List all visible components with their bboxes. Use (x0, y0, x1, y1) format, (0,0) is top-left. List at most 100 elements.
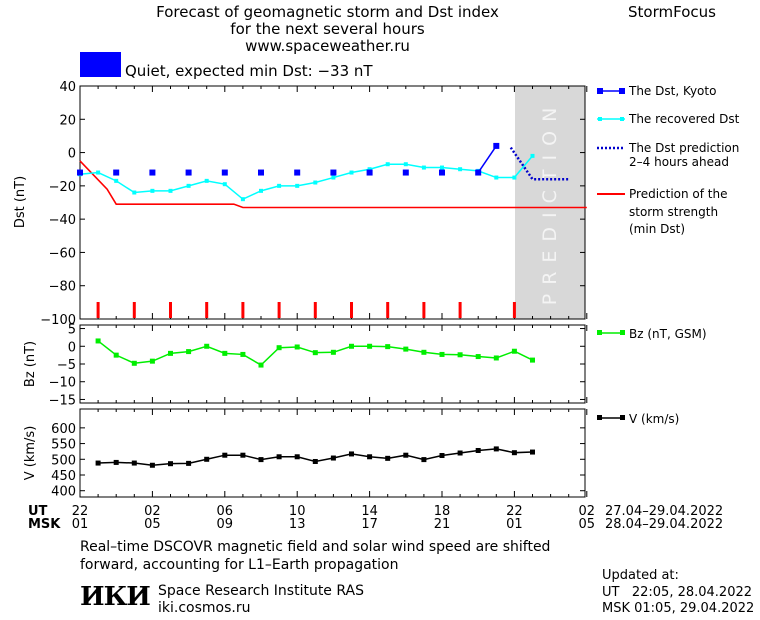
y-tick-label: 400 (51, 485, 76, 500)
speed-point (475, 447, 481, 453)
speed-panel-frame (79, 408, 586, 498)
bz-point (349, 343, 354, 349)
msk-tick-label: 17 (361, 517, 378, 532)
bz-panel-frame (79, 324, 586, 404)
recovered-dst-point (331, 175, 336, 180)
speed-point (403, 452, 409, 458)
kyoto-dst-point (493, 142, 500, 149)
bz-point (530, 357, 535, 363)
footer-note-line2: forward, accounting for L1–Earth propaga… (80, 557, 399, 573)
bz-axis-title: Bz (nT) (23, 341, 38, 387)
ut-label: UT (28, 504, 48, 519)
bz-point (421, 349, 427, 355)
y-tick-label: 450 (51, 469, 76, 484)
chart-title-line1: Forecast of geomagnetic storm and Dst in… (156, 3, 499, 21)
msk-tick-label: 13 (289, 517, 306, 532)
y-tick-label: 550 (51, 438, 76, 453)
speed-point (294, 454, 300, 460)
recovered-dst-point (494, 175, 499, 180)
recovered-dst-point (204, 178, 209, 183)
kyoto-dst-point (366, 169, 373, 176)
kyoto-dst-point (330, 169, 337, 176)
speed-point (240, 452, 246, 458)
kyoto-dst-point (258, 169, 264, 176)
recovered-dst-point (385, 162, 390, 167)
bz-point (403, 346, 409, 352)
institute-site[interactable]: iki.cosmos.ru (158, 600, 251, 616)
speed-point (131, 460, 137, 466)
recovered-dst-point (313, 180, 318, 185)
bz-point (312, 350, 318, 356)
bz-point (168, 350, 173, 356)
msk-tick-label: 01 (506, 517, 523, 532)
site-link[interactable]: www.spaceweather.ru (245, 37, 410, 55)
recovered-dst-point (512, 175, 517, 180)
bz-point (113, 352, 119, 358)
bz-point (493, 355, 499, 361)
y-tick-label: 40 (59, 80, 76, 95)
kyoto-dst-point (475, 169, 482, 176)
brand-label: StormFocus (628, 3, 716, 21)
speed-point (349, 451, 354, 457)
recovered-dst-point (114, 178, 119, 183)
legend-recovered: The recovered Dst (628, 112, 740, 126)
bz-point (330, 349, 336, 355)
speed-point (95, 460, 101, 466)
prediction-band-label: PREDICTION (539, 99, 561, 306)
footer-note-line1: Real–time DSCOVR magnetic field and sola… (80, 539, 551, 555)
recovered-dst-point (440, 165, 444, 170)
dst-prediction-line (509, 146, 569, 181)
ut-tick-label: 02 (144, 504, 161, 519)
bz-point (439, 351, 445, 357)
y-tick-label: −20 (49, 180, 76, 195)
speed-point (421, 457, 427, 463)
speed-axis-title: V (km/s) (23, 426, 38, 481)
speed-point (276, 454, 282, 460)
legend-prediction-line2: 2–4 hours ahead (629, 155, 729, 169)
bz-point (131, 360, 137, 366)
speed-point (168, 461, 173, 467)
recovered-dst-point (259, 188, 263, 193)
ut-tick-label: 10 (289, 504, 306, 519)
legend-kyoto: The Dst, Kyoto (628, 84, 716, 98)
y-tick-label: 600 (51, 422, 76, 437)
msk-tick-label: 09 (217, 517, 234, 532)
msk-label: MSK (28, 517, 61, 532)
recovered-dst-point (295, 183, 300, 188)
iki-logo[interactable]: ИКИ (80, 582, 151, 612)
chart-title-line2: for the next several hours (230, 20, 425, 38)
recovered-dst-point (96, 170, 101, 175)
storm-strength-line (79, 160, 587, 209)
speed-point (149, 462, 155, 468)
y-tick-label: −100 (40, 313, 76, 328)
bz-point (475, 354, 481, 360)
status-swatch (80, 52, 121, 77)
bz-point (457, 352, 463, 358)
speed-point (511, 450, 517, 456)
msk-tick-label: 05 (579, 517, 596, 532)
y-tick-label: −60 (49, 246, 76, 261)
recovered-dst-point (168, 188, 173, 193)
recovered-dst-point (530, 153, 535, 158)
speed-point (493, 446, 499, 452)
speed-point (258, 457, 264, 463)
kyoto-dst-point (294, 169, 301, 176)
bz-point (95, 338, 101, 344)
updated-ut: UT 22:05, 28.04.2022 (602, 585, 753, 600)
kyoto-dst-point (113, 169, 120, 176)
ut-tick-label: 22 (72, 504, 89, 519)
bz-point (367, 343, 373, 349)
y-tick-label: 20 (59, 113, 76, 128)
msk-range: 28.04–29.04.2022 (605, 517, 723, 532)
legend-prediction-line1: The Dst prediction (628, 141, 739, 155)
ut-tick-label: 06 (217, 504, 234, 519)
ut-tick-label: 14 (361, 504, 378, 519)
speed-point (330, 455, 336, 461)
legend-strength-line3: (min Dst) (629, 222, 685, 236)
recovered-dst-point (421, 165, 426, 170)
y-tick-label: 500 (51, 453, 76, 468)
legend-strength-line1: Prediction of the (629, 187, 728, 201)
speed-point (457, 450, 463, 456)
ut-range: 27.04–29.04.2022 (605, 504, 723, 519)
kyoto-dst-point (77, 169, 83, 176)
